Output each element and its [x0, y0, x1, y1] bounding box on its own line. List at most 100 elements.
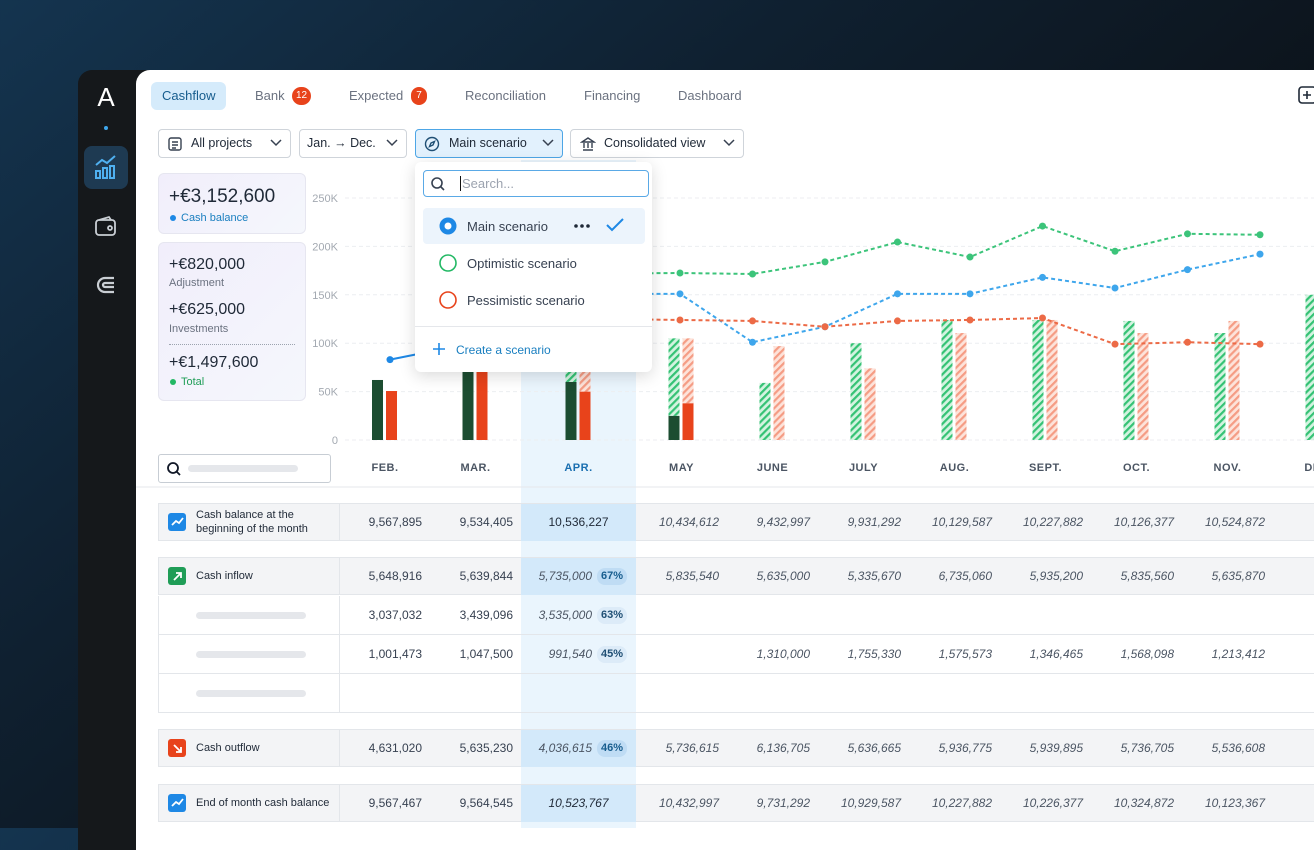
- bar: [760, 383, 771, 440]
- line-point: [1184, 339, 1191, 346]
- line-point: [387, 356, 394, 363]
- cash-balance-card: +€3,152,600 Cash balance: [158, 173, 306, 234]
- bar: [386, 391, 397, 440]
- line-point: [677, 270, 684, 277]
- line-point: [1112, 285, 1119, 292]
- filter-view[interactable]: Consolidated view: [570, 129, 744, 158]
- card-label: Adjustment: [169, 277, 224, 289]
- search-input[interactable]: Search...: [423, 170, 649, 197]
- bar: [580, 392, 591, 440]
- line-point: [1039, 315, 1046, 322]
- scenario-dropdown: Search... Main scenario Optimistic scena…: [415, 162, 652, 372]
- bar: [865, 368, 876, 440]
- bar: [851, 343, 862, 440]
- dot: [170, 379, 176, 385]
- bar: [942, 320, 953, 440]
- x-tick-label: DEC.: [1304, 462, 1314, 474]
- caret: [723, 139, 735, 147]
- line: [608, 254, 1261, 342]
- divider: [415, 326, 652, 327]
- icon: [580, 136, 596, 152]
- x-tick-label: NOV.: [1214, 462, 1242, 474]
- search-placeholder: Search...: [460, 176, 514, 191]
- card-label: Investments: [169, 323, 228, 335]
- filter-scenario[interactable]: Main scenario: [415, 129, 563, 158]
- divider: [169, 344, 295, 345]
- bar: [1124, 321, 1135, 440]
- y-tick-label: 0: [332, 435, 338, 447]
- line-point: [1112, 248, 1119, 255]
- add-button[interactable]: [1298, 86, 1314, 104]
- radio[interactable]: [439, 254, 457, 272]
- card-label: Cash balance: [181, 212, 248, 224]
- bar: [1229, 321, 1240, 440]
- line-point: [894, 317, 901, 324]
- nav-cashflow[interactable]: [84, 146, 128, 189]
- caret: [542, 139, 554, 147]
- bar: [669, 338, 680, 415]
- line-point: [967, 254, 974, 261]
- filter-projects[interactable]: All projects: [158, 129, 291, 158]
- line-point: [1257, 341, 1264, 348]
- caret: [386, 139, 398, 147]
- card-value: +€3,152,600: [169, 186, 275, 208]
- placeholder-bar: [188, 465, 298, 472]
- filter-label: Jan. → Dec.: [307, 130, 376, 157]
- line-point: [677, 290, 684, 297]
- bar: [774, 346, 785, 440]
- tab[interactable]: Expected: [349, 82, 403, 110]
- filter-label: Consolidated view: [604, 130, 705, 157]
- tab-badge: 12: [292, 87, 311, 105]
- nav-magnet[interactable]: [94, 273, 118, 297]
- tab[interactable]: Cashflow: [151, 82, 226, 110]
- line-point: [894, 290, 901, 297]
- dot: [170, 215, 176, 221]
- table-search[interactable]: [158, 454, 331, 483]
- line-point: [822, 258, 829, 265]
- active-dot: [104, 126, 108, 130]
- filter-period[interactable]: Jan. → Dec.: [299, 129, 407, 158]
- card-label: Total: [181, 376, 204, 388]
- line-point: [894, 239, 901, 246]
- x-tick-label: AUG.: [940, 462, 970, 474]
- line-point: [1257, 251, 1264, 258]
- x-tick-label: SEPT.: [1029, 462, 1062, 474]
- line-point: [749, 270, 756, 277]
- filter-label: Main scenario: [449, 130, 527, 157]
- icon: [167, 136, 183, 152]
- y-tick-label: 200K: [312, 241, 338, 253]
- tab[interactable]: Financing: [584, 82, 640, 110]
- line-point: [1184, 230, 1191, 237]
- radio[interactable]: [439, 291, 457, 309]
- more[interactable]: [573, 222, 593, 230]
- line: [608, 318, 1261, 344]
- option[interactable]: Optimistic scenario: [467, 256, 577, 271]
- x-tick-label: MAY: [669, 462, 694, 474]
- card-value: +€820,000: [169, 256, 245, 274]
- summary-card: +€820,000 Adjustment +€625,000 Investmen…: [158, 242, 306, 401]
- card-value: +€625,000: [169, 301, 245, 319]
- line-point: [822, 323, 829, 330]
- bar: [956, 333, 967, 440]
- radio[interactable]: [439, 217, 457, 235]
- icon: [430, 176, 446, 192]
- y-tick-label: 150K: [312, 290, 338, 302]
- tab[interactable]: Bank: [255, 82, 285, 110]
- icon: [424, 136, 440, 152]
- bar: [669, 416, 680, 440]
- nav-wallet[interactable]: [94, 215, 118, 239]
- option[interactable]: Main scenario: [467, 219, 548, 234]
- create-scenario[interactable]: Create a scenario: [456, 343, 551, 357]
- icon: [166, 461, 182, 477]
- tab[interactable]: Reconciliation: [465, 82, 546, 110]
- tab[interactable]: Dashboard: [678, 82, 742, 110]
- y-tick-label: 250K: [312, 193, 338, 205]
- line-point: [749, 339, 756, 346]
- x-tick-label: JUNE: [757, 462, 788, 474]
- y-tick-label: 100K: [312, 338, 338, 350]
- option[interactable]: Pessimistic scenario: [467, 293, 585, 308]
- icon: [84, 146, 128, 189]
- bar: [1215, 333, 1226, 440]
- line-point: [967, 290, 974, 297]
